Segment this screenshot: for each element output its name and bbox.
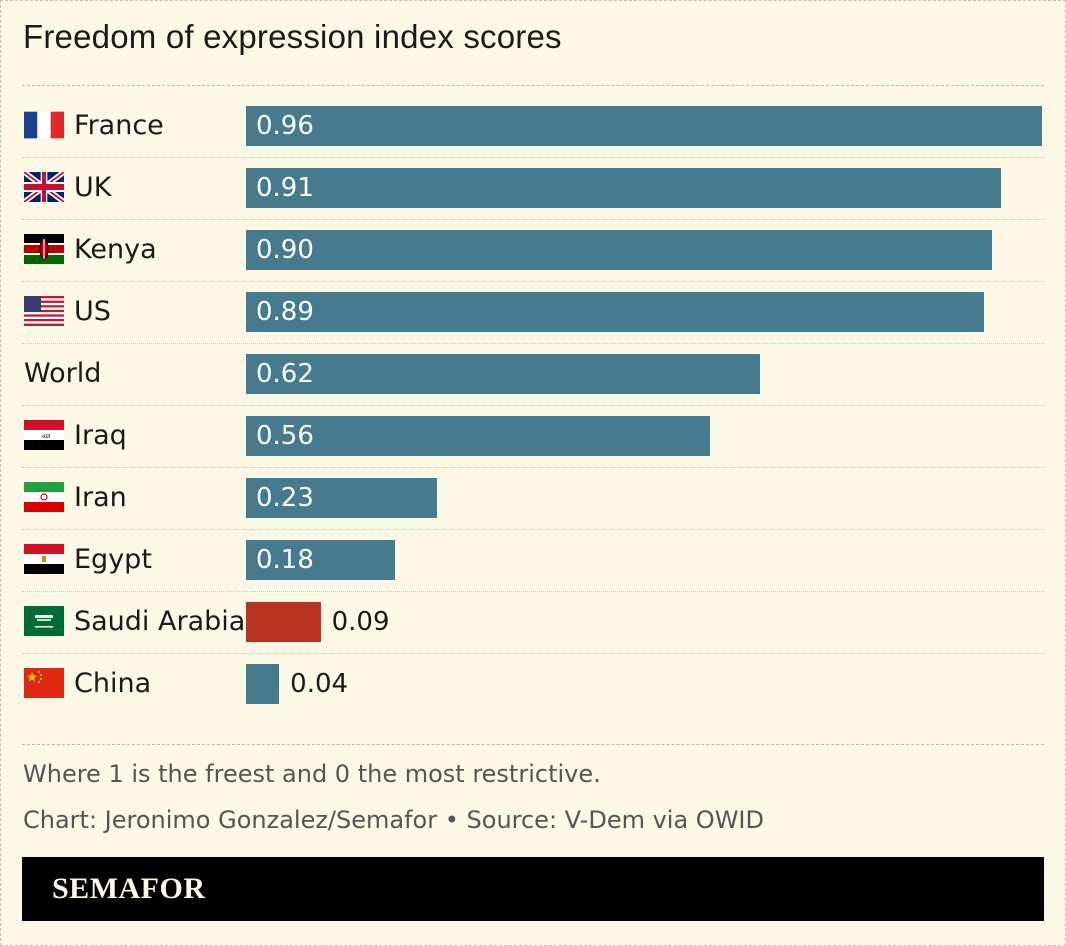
category-label: Iraq [74, 420, 127, 451]
bar [246, 416, 711, 456]
row-divider [22, 219, 1044, 220]
row-divider [22, 281, 1044, 282]
title-divider [22, 85, 1044, 86]
bar-row: ﷲ Iraq 0.56 [0, 406, 1066, 468]
bar [246, 354, 761, 394]
category-label: Egypt [74, 544, 152, 575]
category-label: Saudi Arabia [74, 606, 246, 637]
bar-row: Egypt 0.18 [0, 530, 1066, 592]
brand-bar: SEMAFOR [22, 857, 1044, 921]
value-label: 0.96 [256, 111, 314, 141]
bar [246, 230, 993, 270]
us-flag-icon [24, 296, 64, 326]
bar [246, 478, 437, 518]
bar [246, 664, 280, 704]
uk-flag-icon [24, 172, 64, 202]
footnote: Where 1 is the freest and 0 the most res… [23, 760, 601, 788]
row-divider [22, 157, 1044, 158]
semafor-logo: SEMAFOR [52, 872, 206, 905]
row-divider [22, 405, 1044, 406]
chart-title: Freedom of expression index scores [23, 18, 562, 55]
egypt-flag-icon [24, 544, 64, 574]
value-label: 0.09 [331, 607, 390, 637]
iran-flag-icon [24, 482, 64, 512]
kenya-flag-icon [24, 234, 64, 264]
bar [246, 168, 1001, 208]
bar-row: France 0.96 [0, 96, 1066, 158]
value-label: 0.18 [256, 545, 314, 575]
row-divider [22, 653, 1044, 654]
category-label: UK [74, 172, 112, 203]
bar-row: Kenya 0.90 [0, 220, 1066, 282]
row-divider [22, 343, 1044, 344]
bar [246, 602, 321, 642]
category-label: World [24, 358, 102, 389]
row-divider [22, 467, 1044, 468]
value-label: 0.90 [256, 235, 314, 265]
category-label: China [74, 668, 152, 699]
bar [246, 292, 984, 332]
bar [246, 106, 1042, 146]
value-label: 0.56 [256, 421, 314, 451]
category-label: US [74, 296, 111, 327]
china-flag-icon [24, 668, 64, 698]
bar-row: US 0.89 [0, 282, 1066, 344]
value-label: 0.62 [256, 359, 314, 389]
bar-row: Iran 0.23 [0, 468, 1066, 530]
value-label: 0.89 [256, 297, 314, 327]
bar [246, 540, 396, 580]
bar-row: UK 0.91 [0, 158, 1066, 220]
bar-row: World 0.62 [0, 344, 1066, 406]
value-label: 0.04 [290, 669, 349, 699]
category-label: Kenya [74, 234, 157, 265]
iraq-flag-icon: ﷲ [24, 420, 64, 450]
source-credit: Chart: Jeronimo Gonzalez/Semafor • Sourc… [23, 806, 764, 834]
footer-divider [22, 744, 1044, 745]
row-divider [22, 591, 1044, 592]
saudi-arabia-flag-icon [24, 606, 64, 636]
france-flag-icon [24, 110, 64, 140]
category-label: France [74, 110, 164, 141]
value-label: 0.23 [256, 483, 314, 513]
bar-row: Saudi Arabia 0.09 [0, 592, 1066, 654]
value-label: 0.91 [256, 173, 314, 203]
row-divider [22, 529, 1044, 530]
category-label: Iran [74, 482, 127, 513]
svg-text:ﷲ: ﷲ [42, 432, 50, 440]
bar-row: China 0.04 [0, 654, 1066, 716]
